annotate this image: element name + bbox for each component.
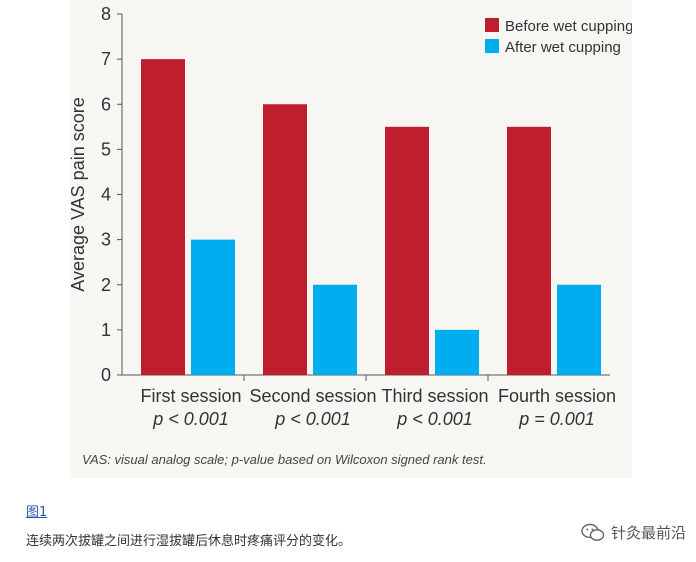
figure-caption: 连续两次拔罐之间进行湿拔罐后休息时疼痛评分的变化。 (26, 534, 352, 549)
chart-footnote: VAS: visual analog scale; p-value based … (82, 452, 487, 467)
bar-after-4 (557, 284, 601, 375)
legend-label: After wet cupping (505, 39, 621, 56)
bar-after-1 (191, 239, 235, 375)
y-tick-label: 7 (101, 49, 111, 69)
bar-before-4 (507, 126, 551, 375)
watermark-text: 针灸最前沿 (610, 524, 686, 542)
figure-label-link[interactable]: 图1 (26, 505, 48, 520)
bar-after-2 (313, 284, 357, 375)
p-value-label: p < 0.001 (396, 409, 473, 429)
bar-chart: 0 1 2 3 4 5 6 7 8 Average VAS pain score First ses… (70, 4, 632, 429)
y-axis-title: Average VAS pain score (70, 97, 88, 291)
y-tick-label: 4 (101, 185, 111, 205)
y-tick-label: 2 (101, 275, 111, 295)
x-tick-label: Third session (381, 386, 488, 406)
p-value-label: p = 0.001 (518, 409, 595, 429)
y-tick-label: 3 (101, 230, 111, 250)
bar-before-2 (263, 104, 307, 375)
bar-after-3 (435, 329, 479, 375)
y-tick-label: 8 (101, 4, 111, 24)
legend-swatch (485, 18, 499, 32)
y-tick-label: 0 (101, 365, 111, 385)
legend-swatch (485, 39, 499, 53)
legend-label: Before wet cupping (505, 18, 632, 35)
wechat-icon (581, 523, 605, 541)
x-tick-label: Fourth session (498, 386, 616, 406)
x-tick-label: Second session (249, 386, 376, 406)
y-tick-label: 6 (101, 94, 111, 114)
y-tick-label: 5 (101, 139, 111, 159)
y-tick-label: 1 (101, 320, 111, 340)
p-value-label: p < 0.001 (274, 409, 351, 429)
bar-before-1 (141, 59, 185, 375)
p-value-label: p < 0.001 (152, 409, 229, 429)
bar-before-3 (385, 126, 429, 375)
x-tick-label: First session (140, 386, 241, 406)
chart-panel: 0 1 2 3 4 5 6 7 8 Average VAS pain score First ses… (70, 0, 632, 478)
watermark: 针灸最前沿 (581, 522, 686, 543)
